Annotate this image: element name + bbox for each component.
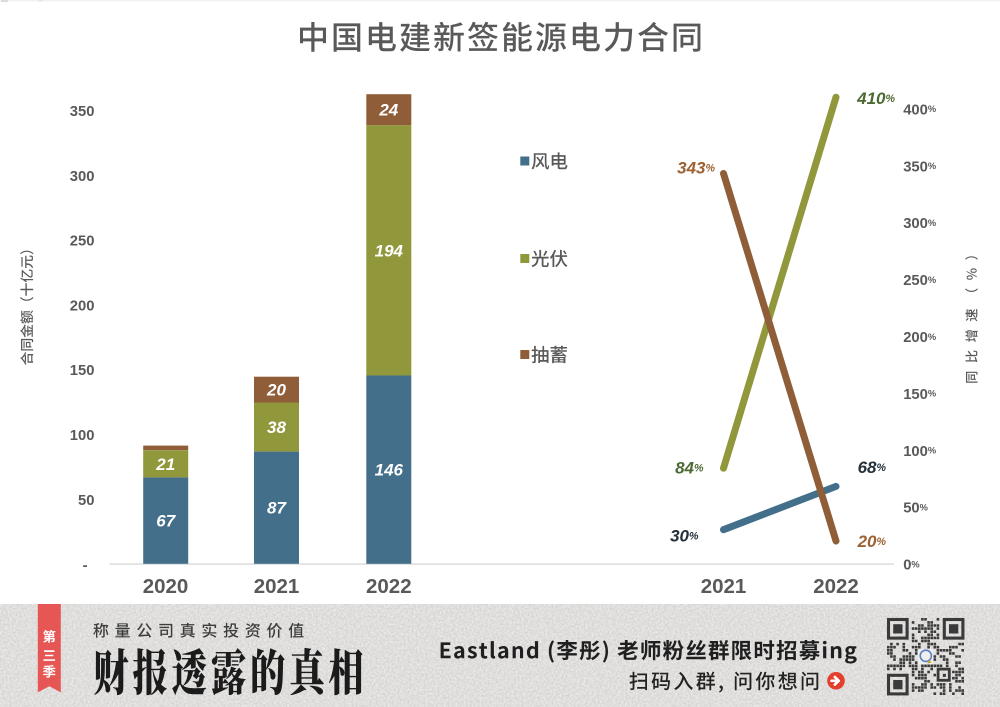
- svg-text:343%: 343%: [677, 159, 715, 178]
- svg-text:100: 100: [70, 428, 95, 444]
- svg-text:300: 300: [70, 169, 95, 185]
- svg-text:350: 350: [70, 104, 95, 120]
- svg-text:194: 194: [375, 241, 404, 260]
- svg-text:84%: 84%: [675, 459, 704, 478]
- svg-text:250: 250: [70, 234, 95, 250]
- svg-text:150: 150: [70, 363, 95, 379]
- svg-text:38: 38: [267, 418, 286, 437]
- svg-text:50: 50: [78, 493, 94, 509]
- svg-text:2022: 2022: [366, 575, 412, 598]
- svg-text:87: 87: [267, 499, 287, 518]
- svg-text:2021: 2021: [254, 575, 300, 598]
- svg-text:2021: 2021: [701, 575, 747, 598]
- svg-text:30%: 30%: [670, 527, 699, 546]
- svg-text:67: 67: [156, 512, 176, 531]
- svg-text:20: 20: [266, 381, 286, 400]
- svg-text:410%: 410%: [856, 89, 895, 108]
- svg-text:2020: 2020: [143, 575, 189, 598]
- svg-text:20%: 20%: [857, 532, 887, 551]
- svg-text:-: -: [83, 558, 88, 574]
- svg-text:200: 200: [70, 298, 95, 314]
- svg-text:24: 24: [378, 101, 398, 120]
- svg-text:68%: 68%: [858, 458, 887, 477]
- svg-text:21: 21: [155, 455, 175, 474]
- svg-text:2022: 2022: [813, 575, 859, 598]
- svg-text:146: 146: [375, 461, 404, 480]
